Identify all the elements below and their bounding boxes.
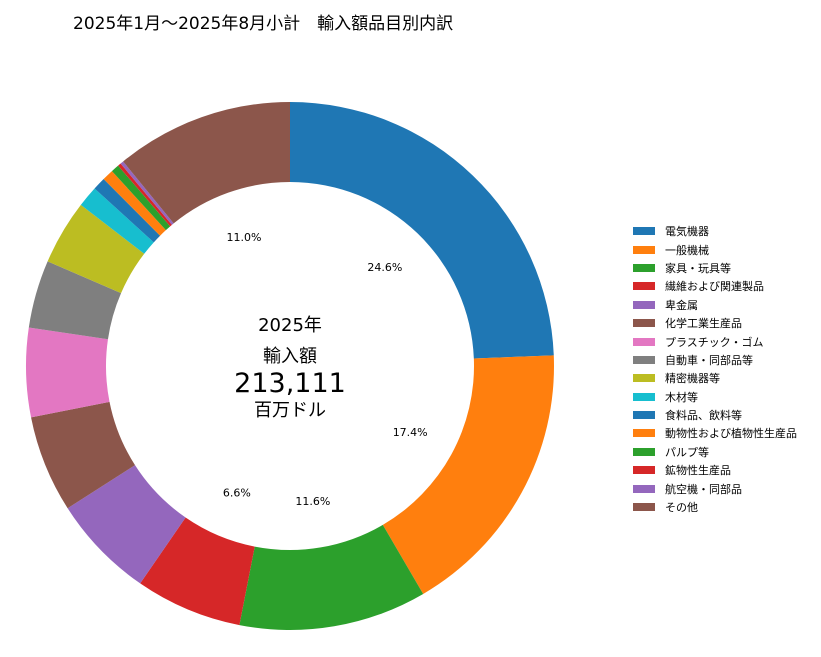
legend-swatch: [633, 319, 655, 328]
legend-label: 繊維および関連製品: [665, 280, 764, 294]
center-label: 輸入額: [263, 346, 317, 367]
legend-label: パルプ等: [665, 445, 709, 459]
slice-value-labels: 24.6% 17.4% 11.6% 6.6% 11.0%: [223, 231, 428, 508]
legend-item: 自動車・同部品等: [633, 351, 797, 369]
slice-4: [140, 517, 255, 626]
slice-12: [103, 171, 166, 236]
legend-swatch: [633, 245, 655, 254]
legend-item: パルプ等: [633, 443, 797, 461]
legend-item: 家具・玩具等: [633, 259, 797, 277]
slice-3: [239, 524, 424, 630]
donut-slices: [26, 102, 554, 630]
slice-label-16: 11.0%: [227, 231, 262, 244]
legend-label: その他: [665, 501, 698, 515]
legend-item: 動物性および植物性生産品: [633, 424, 797, 442]
slice-10: [80, 188, 154, 254]
legend-swatch: [633, 337, 655, 346]
legend-item: 電気機器: [633, 222, 797, 240]
legend-item: その他: [633, 498, 797, 516]
legend-label: プラスチック・ゴム: [665, 335, 764, 349]
legend-item: 木材等: [633, 388, 797, 406]
legend-label: 木材等: [665, 390, 698, 404]
legend-swatch: [633, 227, 655, 236]
slice-8: [28, 261, 122, 340]
legend-item: プラスチック・ゴム: [633, 332, 797, 350]
slice-label-1: 24.6%: [367, 261, 402, 274]
legend-swatch: [633, 411, 655, 420]
legend-swatch: [633, 392, 655, 401]
chart-title: 2025年1月～2025年8月小計 輸入額品目別内訳: [73, 14, 454, 34]
slice-6: [31, 401, 136, 509]
legend-swatch: [633, 282, 655, 291]
legend-swatch: [633, 374, 655, 383]
legend-label: 化学工業生産品: [665, 317, 742, 331]
center-total: 213,111: [234, 368, 346, 399]
legend-label: 精密機器等: [665, 372, 720, 386]
slice-13: [111, 165, 171, 231]
slice-16: [123, 102, 290, 224]
legend-label: 食料品、飲料等: [665, 409, 742, 423]
legend-item: 鉱物性生産品: [633, 461, 797, 479]
slice-14: [118, 163, 172, 227]
legend-swatch: [633, 466, 655, 475]
legend-item: 精密機器等: [633, 369, 797, 387]
legend-item: 繊維および関連製品: [633, 277, 797, 295]
legend: 電気機器一般機械家具・玩具等繊維および関連製品 卑金属化学工業生産品プラスチック・…: [633, 222, 797, 516]
slice-5: [67, 465, 186, 584]
legend-label: 一般機械: [665, 243, 709, 257]
legend-swatch: [633, 300, 655, 309]
legend-item: 航空機・同部品: [633, 479, 797, 497]
legend-swatch: [633, 355, 655, 364]
legend-item: 一般機械: [633, 240, 797, 258]
slice-label-4: 6.6%: [223, 486, 251, 499]
legend-label: 卑金属: [665, 298, 698, 312]
slice-11: [94, 179, 161, 243]
legend-swatch: [633, 484, 655, 493]
legend-item: 化学工業生産品: [633, 314, 797, 332]
legend-item: 卑金属: [633, 296, 797, 314]
legend-item: 食料品、飲料等: [633, 406, 797, 424]
slice-2: [382, 355, 554, 594]
legend-label: 航空機・同部品: [665, 482, 742, 496]
legend-label: 鉱物性生産品: [665, 464, 731, 478]
legend-label: 自動車・同部品等: [665, 353, 753, 367]
slice-label-2: 17.4%: [393, 426, 428, 439]
slice-label-3: 11.6%: [295, 495, 330, 508]
center-year: 2025年: [258, 315, 322, 336]
slice-7: [26, 327, 110, 418]
legend-swatch: [633, 503, 655, 512]
legend-label: 動物性および植物性生産品: [665, 427, 797, 441]
legend-swatch: [633, 429, 655, 438]
slice-15: [120, 161, 174, 225]
legend-label: 家具・玩具等: [665, 261, 731, 275]
slice-1: [290, 102, 554, 359]
center-unit: 百万ドル: [254, 400, 326, 421]
legend-label: 電気機器: [665, 225, 709, 239]
slice-9: [47, 204, 145, 294]
legend-swatch: [633, 447, 655, 456]
legend-swatch: [633, 263, 655, 272]
